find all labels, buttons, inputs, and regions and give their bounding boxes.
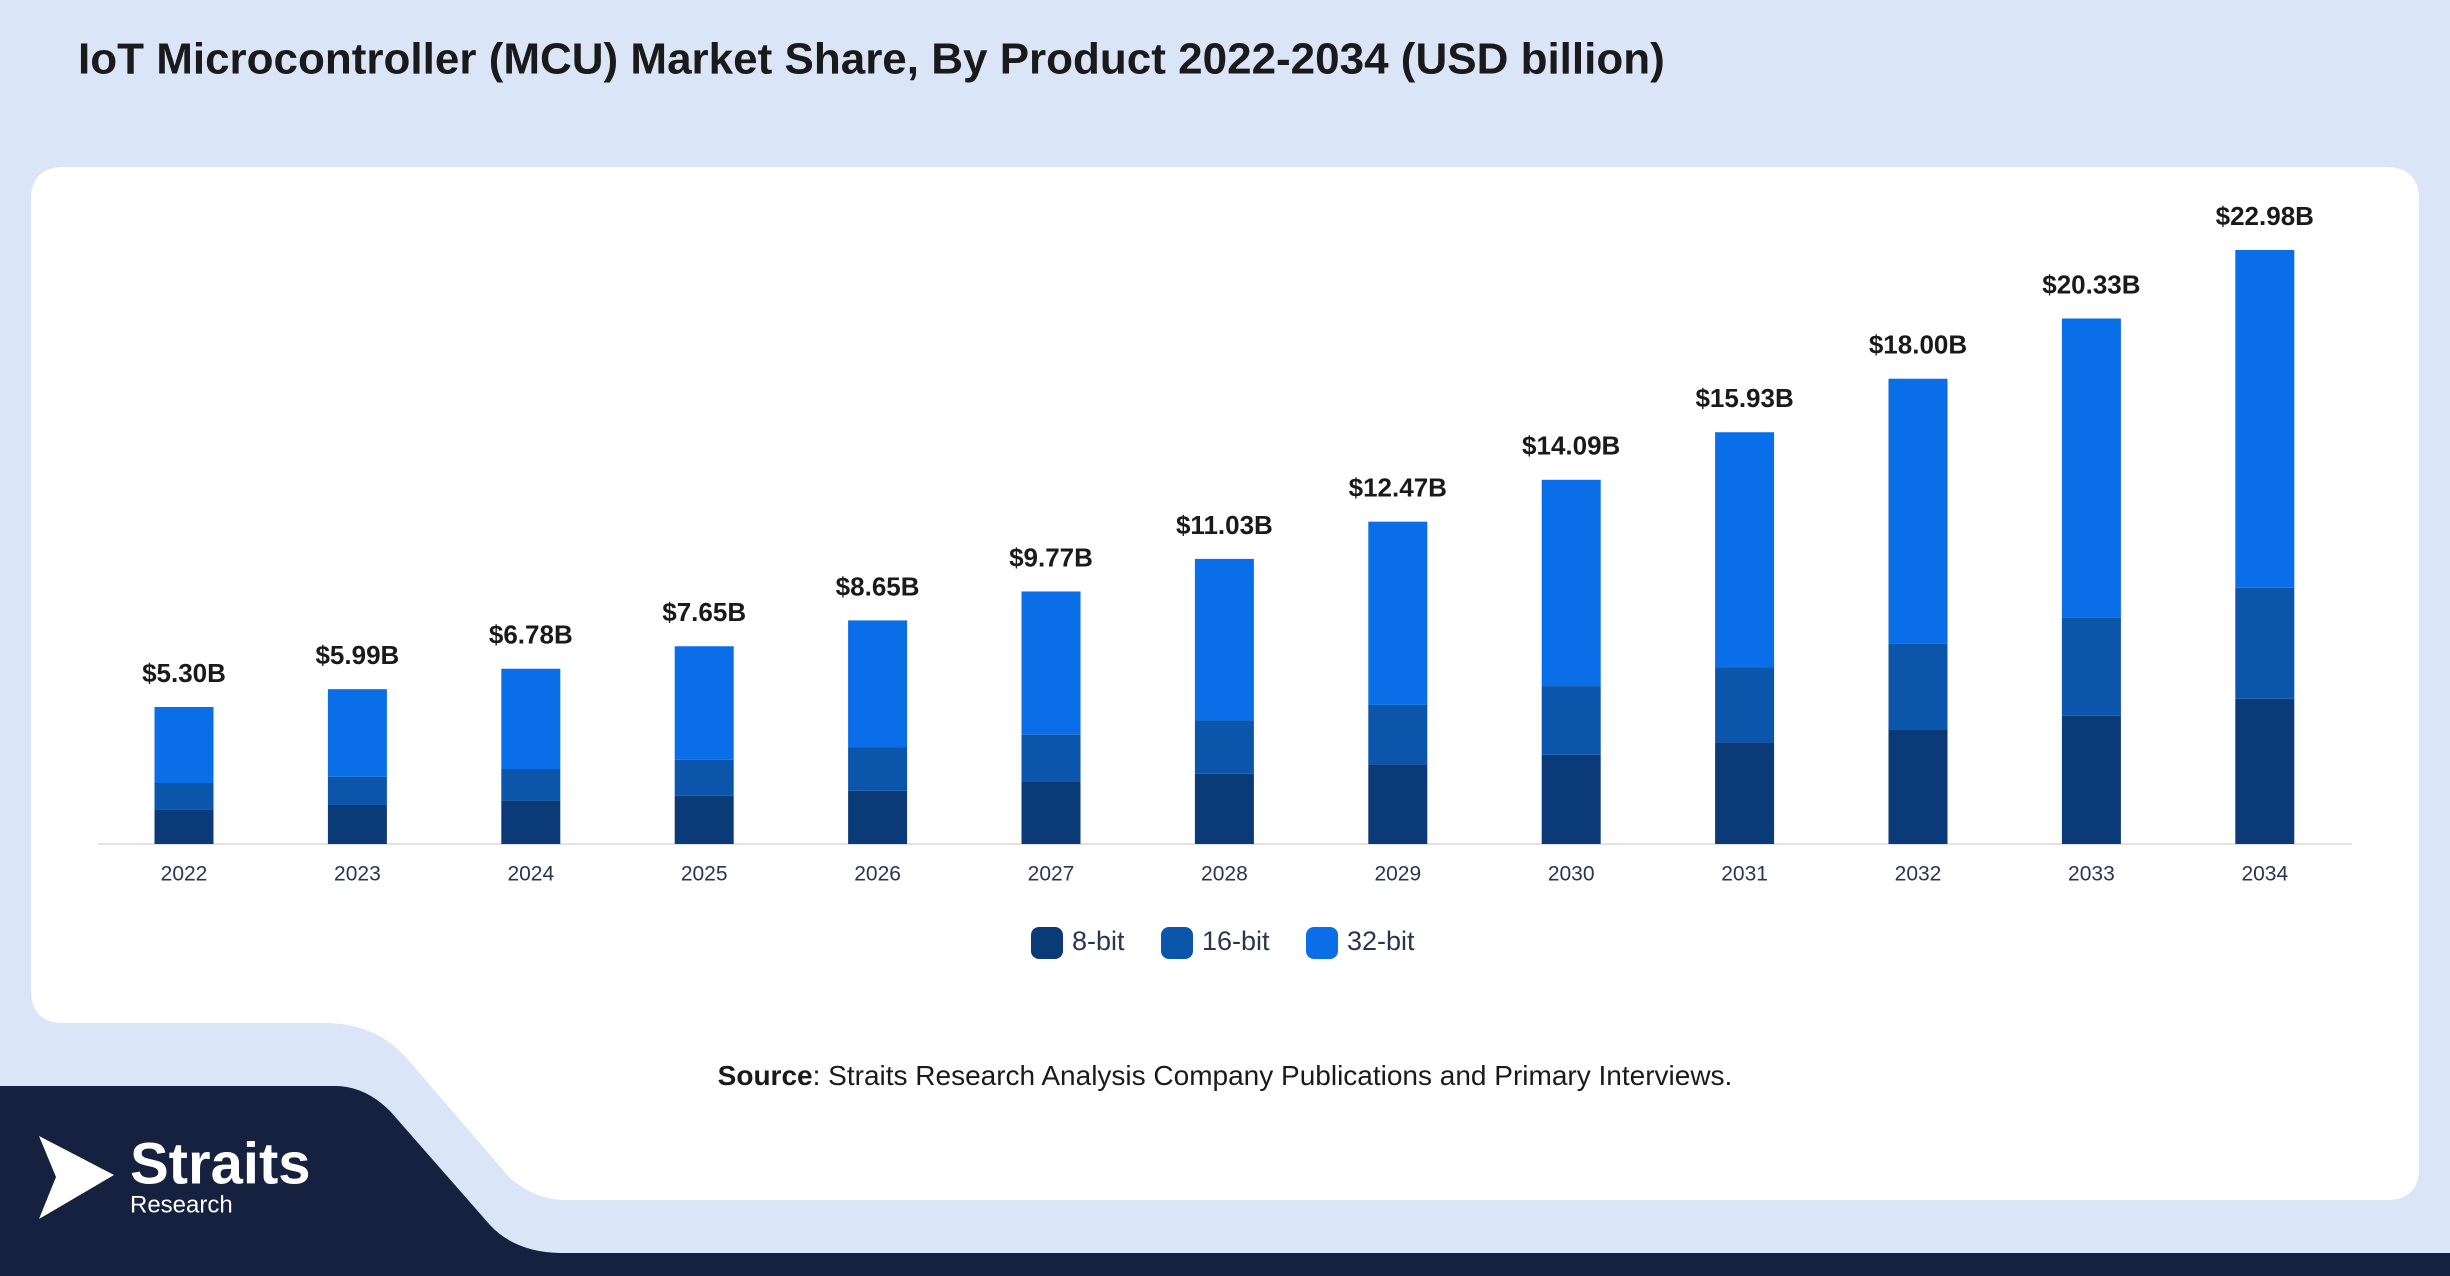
- bar-segment: [848, 790, 908, 844]
- legend-swatch: [1306, 927, 1338, 959]
- x-tick-label: 2026: [854, 863, 901, 886]
- x-tick-label: 2031: [1721, 863, 1768, 886]
- bar-segment: [154, 707, 214, 783]
- total-label: $11.03B: [1176, 510, 1273, 540]
- x-tick-label: 2030: [1548, 863, 1595, 886]
- bar-segment: [501, 800, 561, 844]
- bar-segment: [1368, 704, 1428, 765]
- total-label: $12.47B: [1349, 473, 1447, 503]
- bar-segment: [1715, 667, 1775, 743]
- bar-segment: [501, 769, 561, 801]
- x-tick-label: 2032: [1895, 863, 1942, 886]
- bar-segment: [2235, 250, 2295, 588]
- legend-label: 8-bit: [1072, 926, 1125, 956]
- bar-segment: [154, 809, 214, 844]
- bar-segment: [1021, 734, 1081, 782]
- total-label: $8.65B: [836, 571, 920, 601]
- bar-segment: [848, 620, 908, 748]
- footer-band: [0, 1086, 2450, 1276]
- bar-segment: [154, 782, 214, 810]
- bar-segment: [1368, 521, 1428, 705]
- bar-segment: [674, 795, 734, 844]
- bar-segment: [501, 668, 561, 770]
- x-tick-label: 2025: [681, 863, 728, 886]
- logo-icon: [39, 1136, 114, 1219]
- bar-segment: [1021, 781, 1081, 844]
- x-tick-label: 2022: [161, 863, 208, 886]
- bar-segment: [327, 804, 387, 844]
- source-label: Source: [718, 1060, 813, 1091]
- legend-label: 16-bit: [1202, 926, 1270, 956]
- x-tick-label: 2028: [1201, 863, 1248, 886]
- bar-segment: [1541, 754, 1601, 844]
- logo-sub: Research: [130, 1191, 233, 1218]
- x-tick-label: 2024: [507, 863, 554, 886]
- bar-segment: [1541, 479, 1601, 687]
- x-tick-label: 2023: [334, 863, 381, 886]
- bar-segment: [1888, 378, 1948, 644]
- legend-label: 32-bit: [1347, 926, 1415, 956]
- total-label: $7.65B: [662, 597, 746, 627]
- source-text: : Straits Research Analysis Company Publ…: [813, 1060, 1733, 1091]
- total-label: $6.78B: [489, 620, 573, 650]
- legend-swatch: [1161, 927, 1193, 959]
- bar-segment: [327, 776, 387, 805]
- bar-segment: [2235, 587, 2295, 699]
- bar-segment: [2061, 715, 2121, 844]
- bar-segment: [1194, 773, 1254, 844]
- bar-segment: [2061, 318, 2121, 618]
- bar-segment: [848, 747, 908, 791]
- total-label: $18.00B: [1869, 330, 1967, 360]
- total-label: $14.09B: [1522, 431, 1620, 461]
- total-label: $9.77B: [1009, 542, 1093, 572]
- bar-segment: [1541, 686, 1601, 755]
- bar-segment: [1368, 764, 1428, 844]
- bar-segment: [1194, 558, 1254, 721]
- bar-segment: [674, 646, 734, 760]
- total-label: $15.93B: [1695, 383, 1793, 413]
- x-tick-label: 2034: [2241, 863, 2288, 886]
- x-tick-label: 2027: [1028, 863, 1075, 886]
- x-tick-label: 2033: [2068, 863, 2115, 886]
- total-label: $22.98B: [2216, 201, 2314, 231]
- bar-segment: [1021, 591, 1081, 735]
- bar-segment: [2061, 617, 2121, 716]
- legend-swatch: [1031, 927, 1063, 959]
- bar-segment: [1888, 730, 1948, 844]
- bar-segment: [1888, 643, 1948, 731]
- logo-name: Straits: [130, 1131, 311, 1196]
- bar-segment: [674, 759, 734, 796]
- bar-segment: [2235, 698, 2295, 844]
- total-label: $5.99B: [315, 640, 399, 670]
- source: Source: Straits Research Analysis Compan…: [718, 1060, 1733, 1091]
- bar-segment: [1194, 720, 1254, 774]
- total-label: $20.33B: [2042, 269, 2140, 299]
- total-label: $5.30B: [142, 658, 226, 688]
- bar-segment: [327, 689, 387, 777]
- bar-segment: [1715, 742, 1775, 844]
- bar-segment: [1715, 432, 1775, 668]
- chart-title: IoT Microcontroller (MCU) Market Share, …: [78, 35, 1665, 84]
- x-tick-label: 2029: [1374, 863, 1421, 886]
